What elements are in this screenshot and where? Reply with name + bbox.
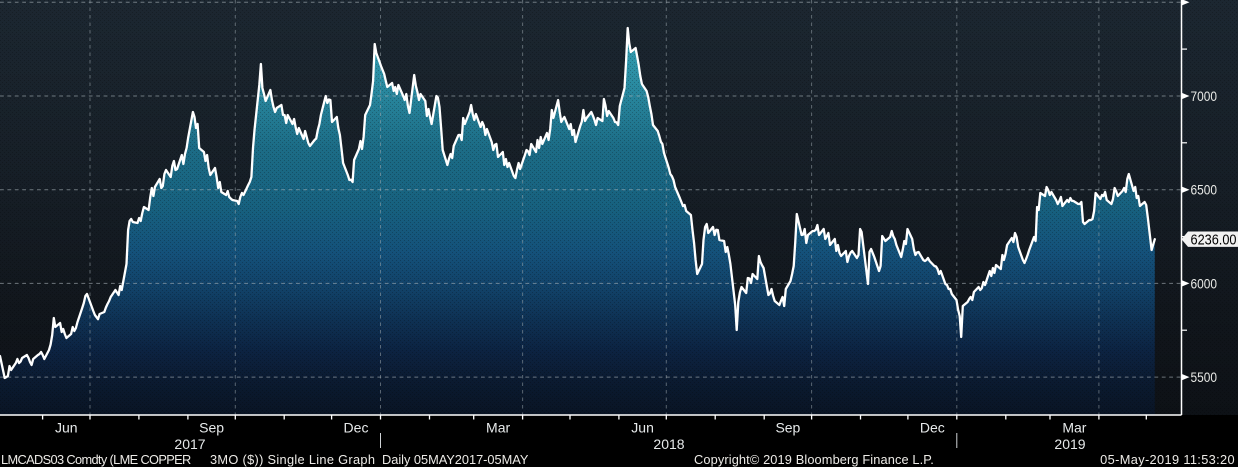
svg-text:Sep: Sep <box>775 420 800 436</box>
svg-text:7000: 7000 <box>1191 89 1218 104</box>
svg-text:5500: 5500 <box>1191 370 1218 385</box>
svg-text:6000: 6000 <box>1191 276 1218 291</box>
svg-text:6500: 6500 <box>1191 183 1218 198</box>
svg-text:6236.00: 6236.00 <box>1191 232 1237 249</box>
svg-text:Dec: Dec <box>920 420 945 436</box>
svg-text:Sep: Sep <box>199 420 224 436</box>
svg-text:Dec: Dec <box>344 420 369 436</box>
svg-text:Jun: Jun <box>55 420 78 436</box>
svg-text:Mar: Mar <box>486 420 510 436</box>
svg-text:2018: 2018 <box>653 436 684 452</box>
svg-text:2017: 2017 <box>174 436 205 452</box>
svg-text:Jun: Jun <box>631 420 654 436</box>
svg-text:2019: 2019 <box>1054 436 1085 452</box>
svg-text:Mar: Mar <box>1062 420 1086 436</box>
